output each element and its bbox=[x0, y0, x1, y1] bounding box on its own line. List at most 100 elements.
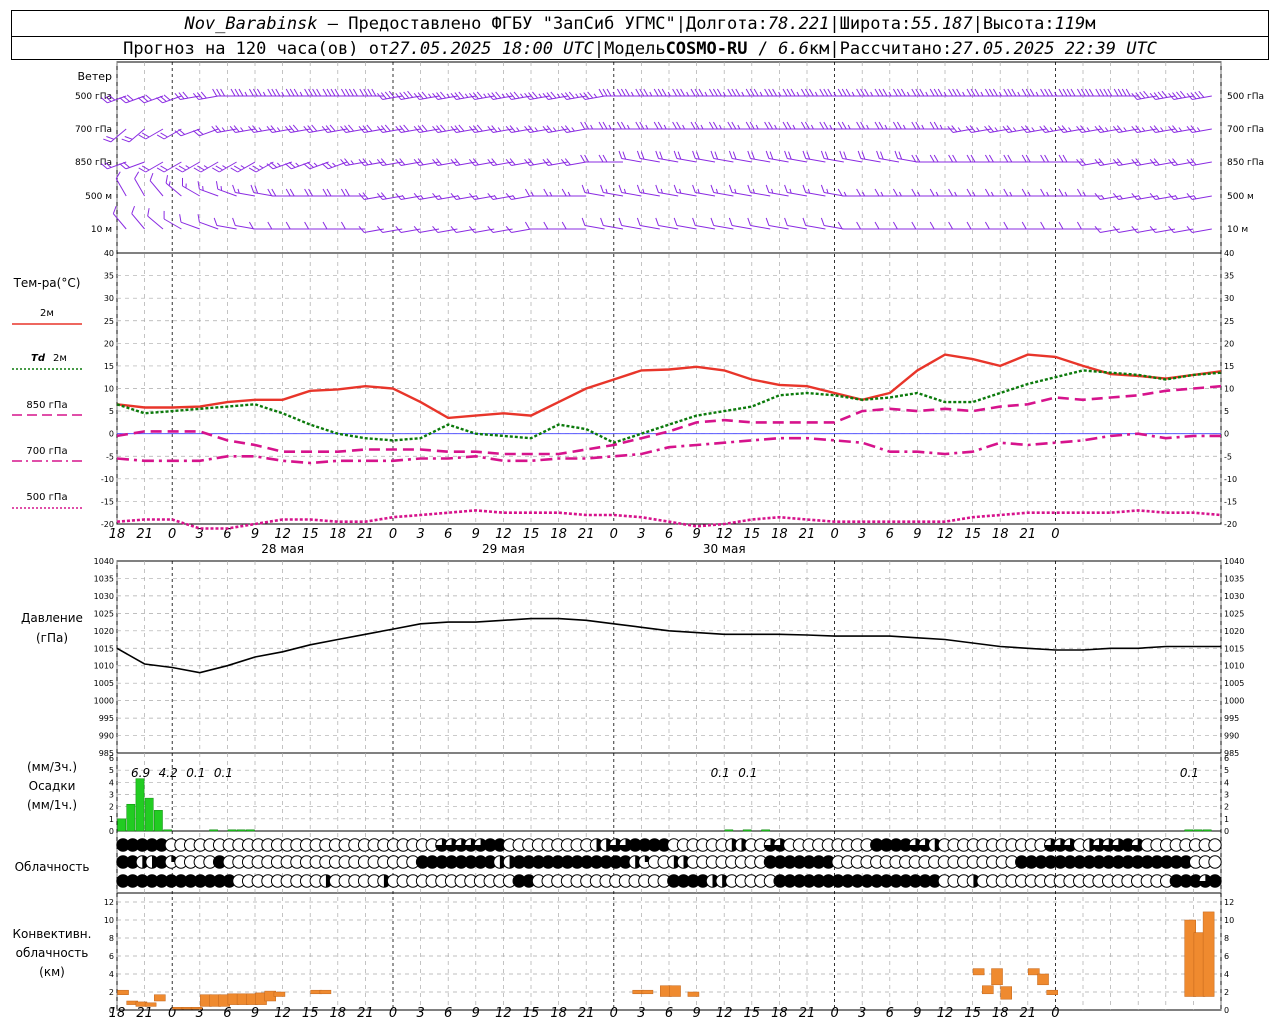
barb-staff bbox=[824, 158, 844, 163]
barb-staff bbox=[134, 178, 146, 197]
barb-feather bbox=[929, 121, 935, 130]
barb-feather bbox=[454, 125, 461, 133]
x-tick-label: 21 bbox=[1020, 1006, 1037, 1021]
precipitation-bars: 6.9 4.2 0.1 0.1 0.1 0.1 0.1 bbox=[117, 766, 1212, 832]
barb-feather bbox=[690, 121, 696, 130]
barb-feather bbox=[802, 150, 807, 159]
forecast-start: 27.05.2025 18:00 UTC bbox=[389, 38, 594, 59]
wind-barb bbox=[232, 217, 256, 230]
barb-staff bbox=[237, 161, 256, 173]
barb-feather bbox=[524, 221, 530, 230]
cloud-threequarter bbox=[1092, 838, 1106, 852]
barb-feather bbox=[606, 88, 612, 97]
barb-feather bbox=[380, 92, 387, 100]
x-tick-label: 21 bbox=[1020, 527, 1037, 542]
wind-barb bbox=[1076, 221, 1102, 230]
barb-half-feather bbox=[943, 91, 947, 97]
barb-half-feather bbox=[1012, 127, 1017, 132]
barb-half-feather bbox=[587, 188, 590, 194]
barb-staff bbox=[1192, 228, 1212, 233]
barb-feather bbox=[966, 188, 972, 197]
wind-barb bbox=[598, 154, 623, 163]
wind-barb bbox=[747, 150, 771, 163]
barb-staff bbox=[842, 158, 863, 163]
barb-feather bbox=[163, 210, 165, 220]
barb-feather bbox=[145, 94, 153, 101]
wind-barb bbox=[892, 221, 918, 230]
conv-bar bbox=[641, 989, 654, 995]
barb-feather bbox=[584, 154, 590, 163]
barb-feather bbox=[710, 217, 715, 226]
barb-feather bbox=[174, 130, 182, 137]
barb-feather bbox=[728, 217, 733, 226]
conv-bar bbox=[117, 989, 129, 995]
wind-barb bbox=[432, 192, 458, 200]
wind-barb bbox=[432, 158, 458, 166]
barb-feather bbox=[640, 151, 645, 160]
x-tick-label: 0 bbox=[389, 527, 397, 542]
barb-half-feather bbox=[313, 162, 318, 167]
barb-feather bbox=[340, 188, 346, 197]
precip-3h-label: 0.1 bbox=[186, 766, 205, 780]
barb-feather bbox=[528, 125, 535, 133]
barb-feather bbox=[141, 95, 149, 102]
cloud-symbol bbox=[618, 838, 633, 852]
conv-bar bbox=[144, 1002, 157, 1007]
barb-half-feather bbox=[497, 127, 502, 132]
barb-feather bbox=[509, 158, 516, 166]
conv-title-2: облачность bbox=[16, 946, 89, 960]
precip-ytick-left: 3 bbox=[109, 791, 114, 800]
wind-barb bbox=[581, 217, 605, 230]
wind-barbs bbox=[100, 88, 1212, 233]
altitude-label: Высота: bbox=[982, 13, 1055, 34]
barb-feather bbox=[491, 92, 498, 100]
barb-feather bbox=[546, 125, 553, 133]
x-tick-label: 9 bbox=[251, 1006, 259, 1021]
wind-barb bbox=[376, 158, 403, 166]
barb-feather bbox=[1176, 91, 1182, 99]
wind-barb bbox=[395, 90, 421, 100]
barb-feather bbox=[229, 125, 236, 133]
barb-feather bbox=[1121, 88, 1127, 97]
barb-feather bbox=[1186, 92, 1193, 100]
wind-barb bbox=[1168, 158, 1194, 166]
wind-barb bbox=[119, 94, 145, 104]
temp-ytick-right: 30 bbox=[1224, 294, 1234, 303]
barb-feather bbox=[952, 154, 958, 163]
x-tick-label: 21 bbox=[357, 527, 374, 542]
barb-feather bbox=[820, 184, 825, 193]
barb-staff bbox=[787, 225, 808, 230]
wind-barb bbox=[560, 158, 587, 166]
barb-half-feather bbox=[549, 191, 553, 197]
wind-barb bbox=[820, 150, 844, 163]
wind-barb bbox=[1186, 125, 1212, 133]
temp-ytick-left: -5 bbox=[106, 452, 114, 461]
wind-barb bbox=[618, 184, 642, 197]
barb-feather bbox=[804, 121, 810, 130]
barb-feather bbox=[380, 125, 387, 133]
barb-feather bbox=[450, 92, 457, 100]
wind-barb bbox=[1003, 154, 1028, 163]
barb-staff bbox=[131, 213, 145, 230]
barb-feather bbox=[352, 88, 358, 97]
barb-feather bbox=[969, 125, 976, 133]
precip-bar bbox=[246, 829, 255, 832]
conv-bar bbox=[669, 985, 681, 997]
barb-feather bbox=[285, 221, 291, 230]
precip-ytick-right: 1 bbox=[1224, 815, 1229, 824]
wind-barb bbox=[230, 161, 256, 173]
barb-feather bbox=[929, 188, 935, 197]
barb-staff bbox=[107, 161, 127, 170]
barb-feather bbox=[880, 151, 884, 160]
barb-half-feather bbox=[755, 124, 759, 130]
wind-barb bbox=[376, 90, 403, 100]
barb-staff bbox=[584, 192, 605, 197]
cloud-symbol bbox=[1053, 838, 1068, 852]
wind-barb bbox=[248, 161, 274, 173]
barb-staff bbox=[163, 218, 182, 230]
barb-half-feather bbox=[925, 91, 929, 97]
barb-feather bbox=[196, 128, 204, 135]
wind-barb bbox=[432, 91, 458, 100]
barb-feather bbox=[857, 150, 862, 159]
barb-feather bbox=[598, 121, 604, 130]
